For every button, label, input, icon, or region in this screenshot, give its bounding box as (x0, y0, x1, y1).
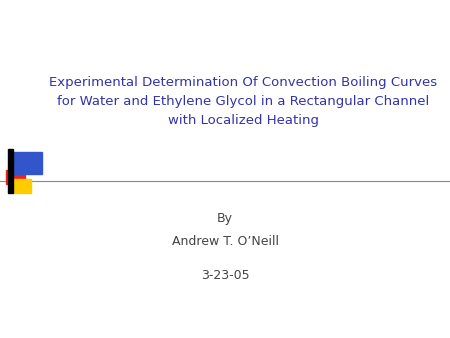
Bar (13, 179, 31, 193)
Text: 3-23-05: 3-23-05 (201, 269, 249, 282)
Bar (8, 149, 13, 193)
Bar (13, 152, 42, 174)
Text: Experimental Determination Of Convection Boiling Curves
for Water and Ethylene G: Experimental Determination Of Convection… (49, 76, 437, 127)
Text: Andrew T. O’Neill: Andrew T. O’Neill (171, 235, 279, 248)
Text: By: By (217, 212, 233, 224)
Bar (6, 170, 25, 184)
